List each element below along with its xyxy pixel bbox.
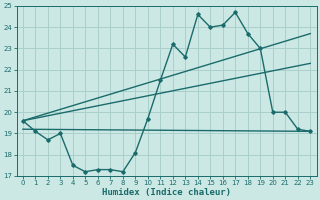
X-axis label: Humidex (Indice chaleur): Humidex (Indice chaleur) (102, 188, 231, 197)
